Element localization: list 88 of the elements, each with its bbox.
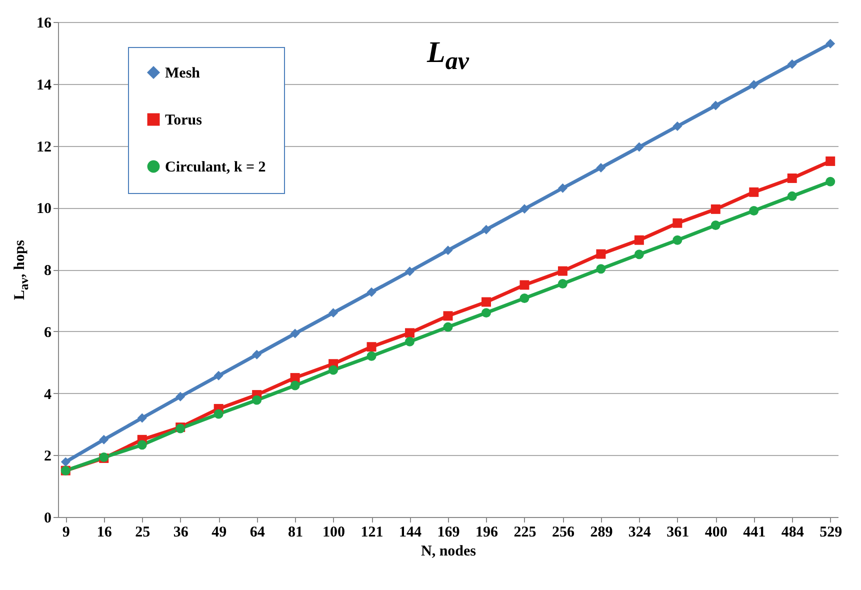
point <box>749 206 759 216</box>
x-tick-label: 289 <box>590 524 613 540</box>
point <box>596 249 606 259</box>
point <box>749 80 759 90</box>
point <box>826 38 836 48</box>
x-tick-label: 9 <box>62 524 70 540</box>
point <box>443 322 453 332</box>
point <box>672 122 682 131</box>
x-tick-label: 225 <box>514 524 536 540</box>
point <box>443 246 453 256</box>
point <box>749 187 759 197</box>
point <box>137 440 147 450</box>
y-tick-label: 14 <box>36 77 52 94</box>
y-tick-label: 8 <box>44 263 52 279</box>
point <box>787 173 797 183</box>
x-tick-label: 144 <box>399 524 422 540</box>
x-tick-label: 484 <box>781 524 804 540</box>
x-tick-label: 100 <box>322 524 346 540</box>
point <box>710 100 720 110</box>
point <box>252 350 262 360</box>
x-tick-label: 36 <box>173 524 189 540</box>
point <box>328 308 338 318</box>
x-axis-title: N, nodes <box>420 544 476 560</box>
x-tick-label: 49 <box>212 524 227 540</box>
point <box>405 328 415 338</box>
x-tick-label: 400 <box>704 524 728 540</box>
point <box>634 235 644 245</box>
point <box>214 409 224 419</box>
point <box>290 380 300 390</box>
x-tick-label: 361 <box>666 524 690 540</box>
legend-label: Mesh <box>165 66 201 82</box>
point <box>710 204 720 214</box>
point <box>252 395 262 405</box>
point <box>672 218 682 228</box>
point <box>328 365 338 375</box>
y-tick-label: 4 <box>44 386 52 403</box>
x-tick-label: 121 <box>360 524 384 540</box>
x-tick-label: 169 <box>437 524 460 540</box>
point <box>634 142 644 152</box>
point <box>787 191 797 201</box>
point <box>290 328 300 338</box>
point <box>214 370 224 380</box>
point <box>596 162 606 172</box>
point <box>366 287 376 297</box>
point <box>60 457 70 467</box>
point <box>520 204 530 214</box>
y-tick-label: 2 <box>44 448 52 465</box>
x-tick-label: 256 <box>552 524 575 540</box>
x-tick-label: 196 <box>475 524 498 540</box>
point <box>558 183 568 193</box>
x-tick-label: 441 <box>743 524 766 540</box>
point <box>99 434 109 444</box>
point <box>558 279 568 288</box>
point <box>520 294 530 304</box>
legend-label: Torus <box>165 112 202 128</box>
point <box>176 392 186 402</box>
x-tick-label: 16 <box>96 524 112 540</box>
point <box>710 220 720 230</box>
legend-label: Circulant, k = 2 <box>165 160 266 176</box>
x-tick-label: 529 <box>820 524 842 540</box>
point <box>826 176 836 186</box>
y-tick-label: 10 <box>36 201 52 218</box>
point <box>596 264 606 274</box>
x-tick-label: 81 <box>288 524 304 540</box>
point <box>405 266 415 276</box>
point <box>366 342 376 352</box>
y-tick-label: 0 <box>44 510 52 526</box>
point <box>558 266 568 276</box>
point <box>290 373 300 383</box>
x-tick-label: 25 <box>135 524 150 540</box>
x-tick-label: 324 <box>628 524 652 540</box>
point <box>481 308 491 318</box>
point <box>672 235 682 245</box>
y-tick-label: 16 <box>36 16 52 32</box>
point <box>787 59 797 69</box>
point <box>443 311 453 321</box>
point <box>137 413 147 423</box>
y-tick-label: 12 <box>36 139 52 156</box>
point <box>366 351 376 361</box>
text: L$_{av}$ <box>427 36 469 75</box>
point <box>634 250 644 260</box>
point <box>826 156 836 166</box>
point <box>481 224 491 234</box>
point <box>520 280 530 290</box>
x-tick-label: 64 <box>250 524 266 540</box>
point <box>481 297 491 307</box>
point <box>405 336 415 346</box>
y-tick-label: 6 <box>44 324 52 341</box>
